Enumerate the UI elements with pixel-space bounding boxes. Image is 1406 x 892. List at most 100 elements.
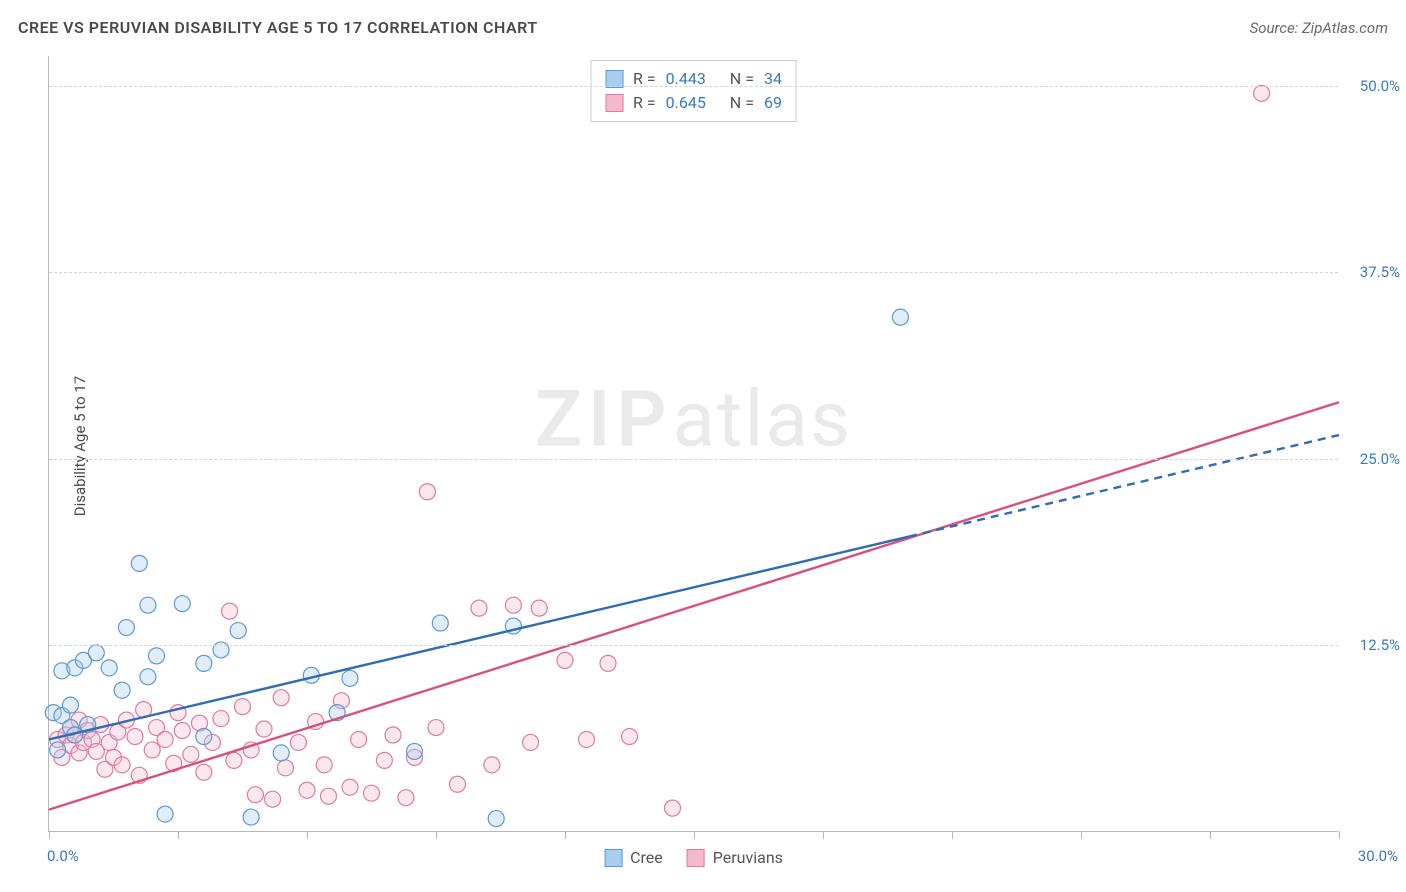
- gridline: [49, 272, 1338, 273]
- legend-swatch-cree-b: [604, 849, 622, 867]
- cree-point: [157, 806, 173, 822]
- peruvians-point: [127, 728, 143, 744]
- cree-point: [230, 623, 246, 639]
- gridline: [49, 459, 1338, 460]
- cree-point: [50, 742, 66, 758]
- y-tick-label: 37.5%: [1345, 263, 1400, 281]
- peruvians-point: [290, 734, 306, 750]
- peruvians-point: [273, 690, 289, 706]
- y-tick-label: 12.5%: [1345, 636, 1400, 654]
- peruvians-point: [419, 484, 435, 500]
- peruvians-point: [183, 746, 199, 762]
- regression-line-cree-extrapolated: [909, 435, 1339, 536]
- source-attribution: Source: ZipAtlas.com: [1250, 19, 1388, 37]
- cree-point: [174, 596, 190, 612]
- x-tick: [1339, 831, 1340, 839]
- peruvians-point: [523, 734, 539, 750]
- cree-point: [892, 309, 908, 325]
- legend-series: Cree Peruvians: [604, 848, 783, 867]
- peruvians-point: [557, 652, 573, 668]
- x-tick: [436, 831, 437, 839]
- peruvians-point: [579, 731, 595, 747]
- cree-point: [407, 743, 423, 759]
- cree-point: [118, 620, 134, 636]
- x-tick: [1210, 831, 1211, 839]
- peruvians-point: [247, 787, 263, 803]
- legend-row-cree: R = 0.443 N = 34: [605, 67, 782, 91]
- peruvians-point: [364, 785, 380, 801]
- regression-line-peruvians: [49, 402, 1339, 809]
- regression-line-cree: [49, 537, 909, 740]
- peruvians-point: [265, 791, 281, 807]
- cree-point: [196, 655, 212, 671]
- legend-correlation: R = 0.443 N = 34 R = 0.645 N = 69: [590, 60, 797, 122]
- scatter-svg: [49, 56, 1338, 831]
- peruvians-point: [531, 600, 547, 616]
- cree-point: [131, 555, 147, 571]
- cree-point: [243, 809, 259, 825]
- x-tick: [49, 831, 50, 839]
- x-tick: [952, 831, 953, 839]
- peruvians-point: [157, 731, 173, 747]
- gridline: [49, 86, 1338, 87]
- peruvians-point: [316, 757, 332, 773]
- legend-swatch-peruvians-b: [687, 849, 705, 867]
- legend-item-cree: Cree: [604, 848, 663, 867]
- x-tick: [178, 831, 179, 839]
- peruvians-point: [600, 655, 616, 671]
- x-tick: [1081, 831, 1082, 839]
- peruvians-point: [398, 790, 414, 806]
- cree-point: [140, 597, 156, 613]
- peruvians-point: [505, 597, 521, 613]
- peruvians-point: [235, 699, 251, 715]
- peruvians-point: [114, 757, 130, 773]
- cree-point: [213, 642, 229, 658]
- peruvians-point: [256, 721, 272, 737]
- cree-point: [273, 745, 289, 761]
- legend-swatch-peruvians: [605, 94, 623, 112]
- peruvians-point: [299, 782, 315, 798]
- peruvians-point: [321, 788, 337, 804]
- peruvians-point: [385, 727, 401, 743]
- peruvians-point: [1254, 85, 1270, 101]
- cree-point: [114, 682, 130, 698]
- peruvians-point: [213, 711, 229, 727]
- peruvians-point: [376, 752, 392, 768]
- peruvians-point: [144, 742, 160, 758]
- gridline: [49, 645, 1338, 646]
- peruvians-point: [622, 728, 638, 744]
- peruvians-point: [342, 779, 358, 795]
- cree-point: [432, 615, 448, 631]
- peruvians-point: [665, 800, 681, 816]
- peruvians-point: [351, 731, 367, 747]
- legend-item-peruvians: Peruvians: [687, 848, 783, 867]
- chart-plot-area: ZIPatlas R = 0.443 N = 34 R = 0.645 N = …: [48, 56, 1338, 832]
- chart-title: CREE VS PERUVIAN DISABILITY AGE 5 TO 17 …: [18, 18, 538, 37]
- x-tick: [565, 831, 566, 839]
- cree-point: [488, 811, 504, 827]
- peruvians-point: [196, 764, 212, 780]
- x-tick-label-max: 30.0%: [1358, 847, 1398, 865]
- x-tick: [823, 831, 824, 839]
- x-tick: [694, 831, 695, 839]
- y-tick-label: 50.0%: [1345, 77, 1400, 95]
- peruvians-point: [222, 603, 238, 619]
- peruvians-point: [428, 720, 444, 736]
- peruvians-point: [450, 776, 466, 792]
- cree-point: [63, 697, 79, 713]
- peruvians-point: [226, 752, 242, 768]
- peruvians-point: [471, 600, 487, 616]
- cree-point: [196, 728, 212, 744]
- peruvians-point: [174, 723, 190, 739]
- cree-point: [342, 670, 358, 686]
- cree-point: [149, 648, 165, 664]
- legend-row-peruvians: R = 0.645 N = 69: [605, 91, 782, 115]
- cree-point: [101, 660, 117, 676]
- cree-point: [88, 645, 104, 661]
- peruvians-point: [484, 757, 500, 773]
- peruvians-point: [278, 760, 294, 776]
- cree-point: [140, 669, 156, 685]
- x-tick-label-min: 0.0%: [47, 847, 79, 865]
- y-tick-label: 25.0%: [1345, 450, 1400, 468]
- x-tick: [307, 831, 308, 839]
